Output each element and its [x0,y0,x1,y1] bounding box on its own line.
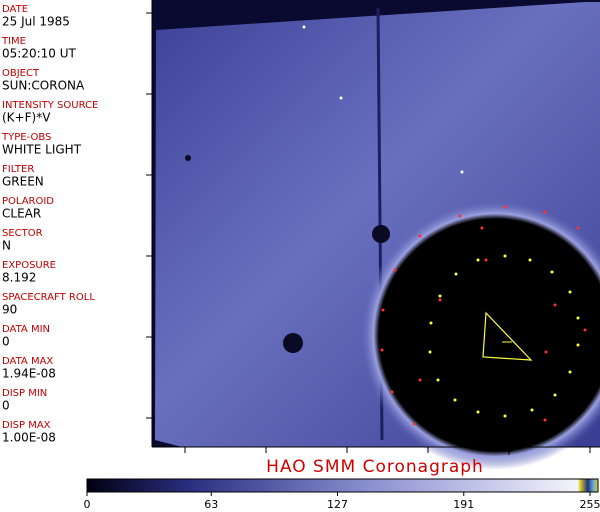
field-value: 8.192 [2,271,36,285]
field-label: DATA MAX [2,356,53,367]
field-label: DATE [2,4,28,15]
field-value: 0 [2,399,10,413]
field-value: 1.94E-08 [2,367,56,381]
field-value: N [2,239,11,253]
colorbar-tick-label: 0 [84,498,91,511]
field-label: INTENSITY SOURCE [2,100,98,111]
field-value: 1.00E-08 [2,431,56,445]
colorbar-tick-label: 255 [580,498,600,511]
colorbar-tick-label: 191 [453,498,474,511]
field-label: DISP MAX [2,420,51,431]
field-value: 90 [2,303,17,317]
colorbar-tick-label: 127 [327,498,348,511]
field-value: 05:20:10 UT [2,47,76,61]
colorbar [86,478,599,493]
field-label: OBJECT [2,68,40,79]
field-label: SECTOR [2,228,43,239]
colorbar-tick-label: 63 [204,498,218,511]
field-label: TIME [1,36,26,47]
field-label: TYPE-OBS [1,132,51,143]
field-label: DISP MIN [2,388,47,399]
image-panel [146,0,600,470]
field-value: WHITE LIGHT [2,143,82,157]
field-value: (K+F)*V [2,111,51,125]
field-value: CLEAR [2,207,41,221]
colorbar-axis: 0 63 127 191 255 [84,492,600,511]
field-value: 25 Jul 1985 [2,15,70,29]
field-label: SPACECRAFT ROLL [2,292,95,303]
field-value: 0 [2,335,10,349]
field-label: POLAROID [2,196,54,207]
field-value: GREEN [2,175,44,189]
title: HAO SMM Coronagraph [266,457,484,477]
field-value: SUN:CORONA [2,79,85,93]
field-label: FILTER [2,164,34,175]
field-label: DATA MIN [2,324,50,335]
field-label: EXPOSURE [2,260,56,271]
